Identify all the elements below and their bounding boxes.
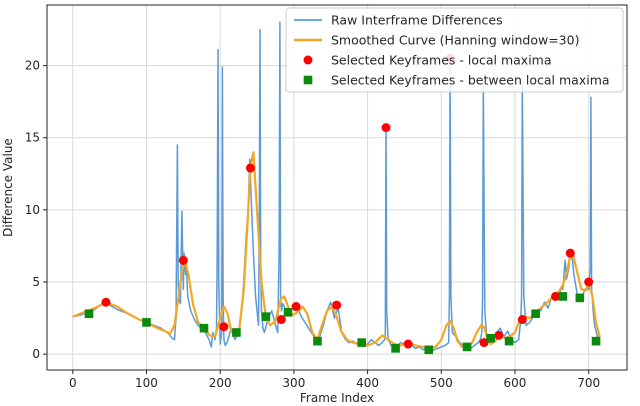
axes-frame — [46, 4, 628, 371]
y-tick-label: 10 — [25, 203, 40, 217]
legend: Raw Interframe Differences Smoothed Curve… — [285, 7, 624, 93]
x-tick-label: 200 — [209, 376, 232, 390]
keyframe-between-point — [591, 336, 601, 346]
x-tick-label: 500 — [430, 376, 453, 390]
legend-label: Selected Keyframes - between local maxim… — [331, 73, 610, 88]
keyframe-maxima-point — [101, 297, 111, 307]
legend-swatch — [303, 75, 313, 85]
legend-label: Selected Keyframes - local maxima — [331, 53, 552, 68]
keyframe-maxima-point — [332, 300, 342, 310]
keyframe-maxima-point — [551, 291, 561, 301]
keyframe-maxima-point — [276, 315, 286, 325]
y-tick-label: 5 — [32, 275, 40, 289]
keyframe-between-point — [232, 328, 241, 337]
keyframe-between-point — [84, 309, 94, 319]
plot-area — [72, 21, 601, 355]
keyframe-between-point — [531, 309, 540, 319]
y-tick-label: 0 — [32, 347, 40, 361]
legend-label: Raw Interframe Differences — [331, 13, 503, 28]
keyframe-between-point — [313, 336, 322, 346]
keyframe-between-point — [261, 312, 271, 321]
keyframe-maxima-point — [479, 338, 489, 348]
x-tick-label: 0 — [69, 376, 77, 390]
legend-label: Smoothed Curve (Hanning window=30) — [331, 33, 579, 48]
keyframe-maxima-point — [403, 339, 413, 349]
keyframe-between-point — [357, 338, 366, 347]
ticks: 0 100 200 300 400 500 600 700 0 5 10 15 20 — [25, 59, 600, 390]
x-tick-label: 700 — [577, 376, 600, 390]
x-tick-label: 600 — [504, 376, 527, 390]
keyframe-between-point — [462, 342, 472, 352]
x-tick-label: 100 — [135, 376, 158, 390]
legend-box — [285, 7, 624, 93]
keyframe-maxima-point — [219, 322, 229, 332]
x-tick-label: 300 — [282, 376, 305, 390]
keyframe-maxima-point — [381, 123, 391, 133]
keyframe-between-point — [424, 345, 434, 355]
keyframe-between-point — [575, 293, 585, 303]
keyframe-between-point — [558, 292, 568, 301]
keyframe-between-point — [199, 323, 209, 333]
x-tick-label: 400 — [356, 376, 379, 390]
keyframe-maxima-point — [565, 248, 575, 258]
keyframe-between-point — [142, 318, 151, 327]
keyframe-maxima-point — [178, 255, 188, 265]
y-axis-label: Difference Value — [1, 138, 15, 237]
keyframe-between-point — [504, 336, 514, 346]
keyframe-maxima-point — [584, 277, 594, 287]
keyframe-maxima-point — [245, 163, 255, 173]
y-tick-label: 20 — [25, 59, 40, 73]
keyframe-between-point — [283, 307, 293, 317]
keyframe-between-point — [391, 344, 400, 353]
x-axis-label: Frame Index — [300, 391, 374, 405]
keyframe-maxima-point — [494, 330, 504, 340]
y-tick-label: 15 — [25, 131, 40, 145]
keyframe-between-point — [486, 333, 495, 343]
legend-swatch — [303, 55, 313, 65]
keyframe-maxima-point — [517, 315, 527, 325]
keyframe-maxima-point — [291, 302, 301, 312]
smoothed-curve-line — [72, 151, 601, 350]
